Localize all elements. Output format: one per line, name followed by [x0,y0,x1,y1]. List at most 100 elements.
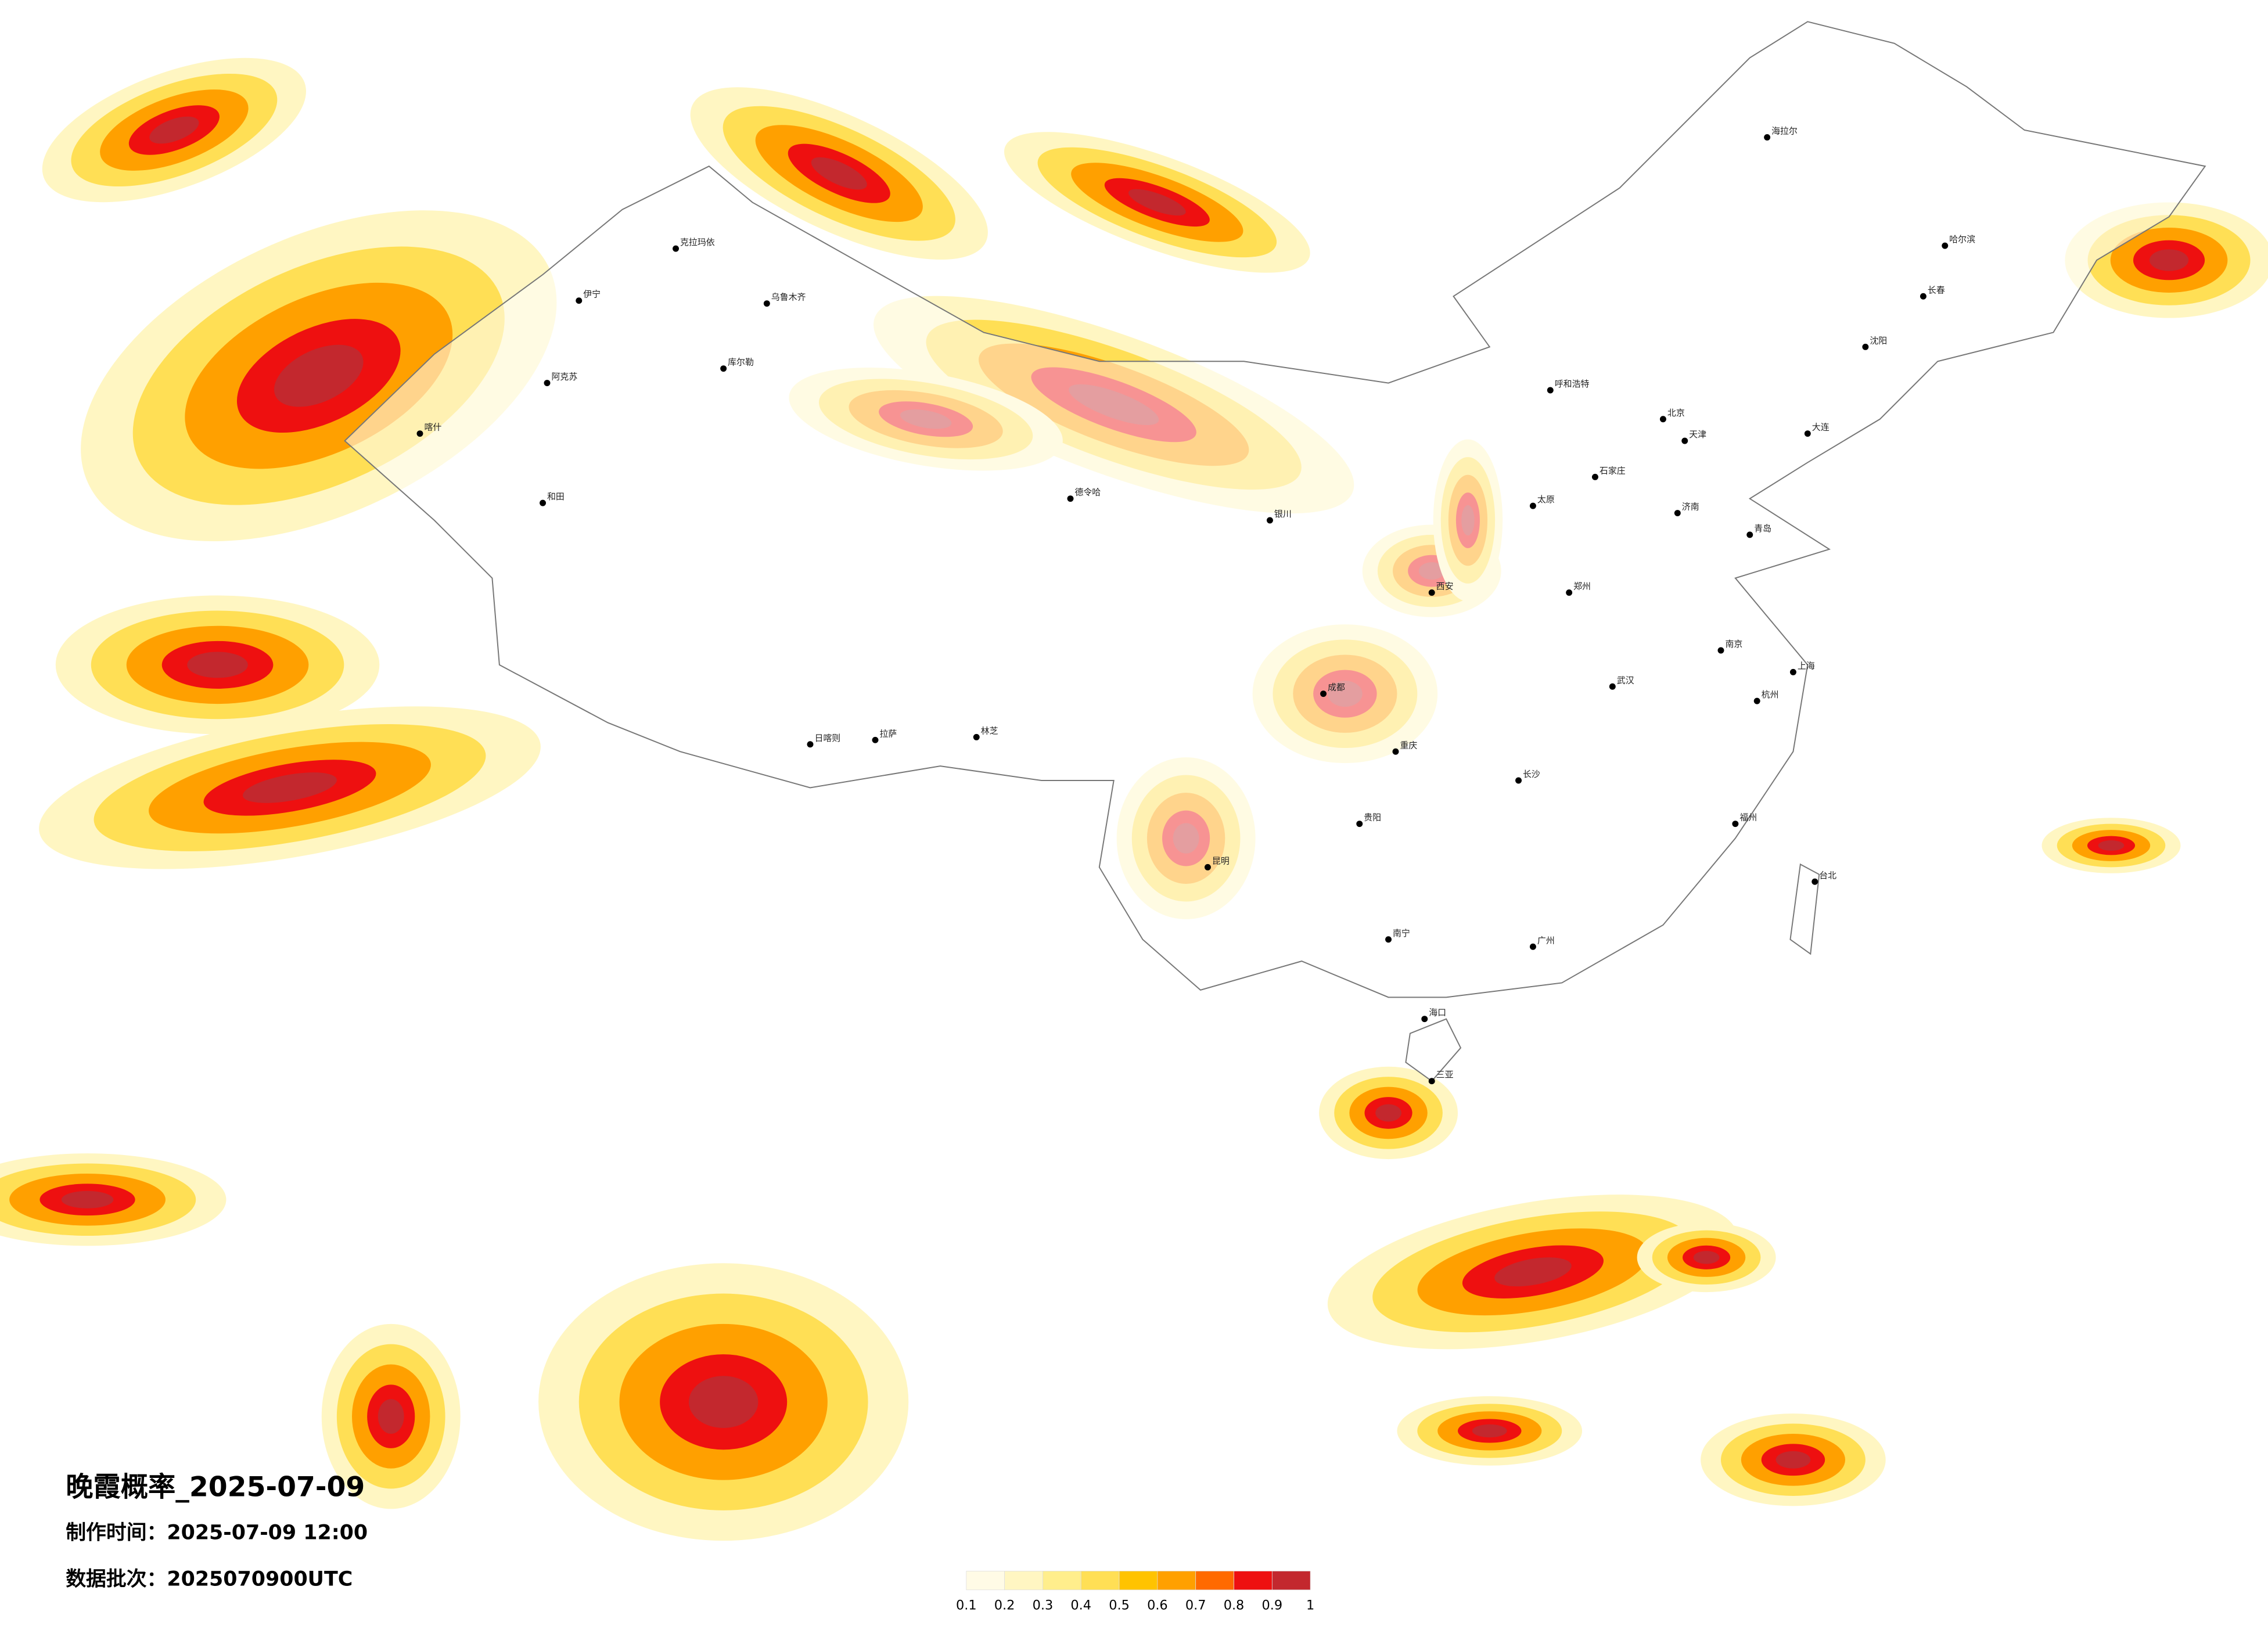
city-label: 石家庄 [1600,465,1626,476]
city-label: 林芝 [981,725,998,736]
legend-swatch [1119,1571,1158,1591]
china-outline [344,21,2206,998]
city-label: 天津 [1689,429,1706,440]
city-label: 日喀则 [814,733,840,743]
city-label: 杭州 [1762,689,1779,700]
city-label: 三亚 [1436,1070,1454,1080]
legend-tick-label: 0.1 [956,1598,977,1613]
city-dot [807,741,814,748]
city-label: 拉萨 [879,728,897,739]
field-patch [1472,1424,1507,1438]
city-dot [1428,589,1435,596]
city-label: 海口 [1429,1008,1446,1018]
field-patch [688,1376,759,1429]
legend: 0.1 0.2 0.3 0.4 0.5 0.6 0.7 0.8 0.9 1 [956,1571,1314,1613]
city-dot [1529,502,1536,509]
city-label: 南宁 [1393,928,1410,938]
city-dot [540,499,547,506]
field-patch [2098,840,2125,851]
city-dot [1753,697,1760,704]
field-patch [811,157,867,190]
legend-swatch [1043,1571,1081,1591]
city-dot [1591,473,1598,480]
city-label: 青岛 [1754,523,1771,534]
city-dot [1204,864,1211,870]
city-dot [872,736,879,743]
city-label: 伊宁 [583,289,601,300]
legend-swatch [1271,1571,1311,1591]
city-dot [1764,134,1771,141]
city-label: 大连 [1812,422,1830,433]
city-label: 北京 [1667,408,1685,418]
city-dot [1547,387,1554,394]
legend-swatch [1157,1571,1196,1591]
legend-swatch [1080,1571,1120,1591]
legend-tick-label: 0.8 [1224,1598,1245,1613]
city-label: 上海 [1798,660,1815,671]
field-patch [61,1190,114,1208]
legend-tick-label: 0.4 [1070,1598,1091,1613]
city-dot [720,365,727,372]
city-label: 德令哈 [1074,487,1101,498]
field-patch [1775,1451,1811,1469]
city-dot [1789,668,1796,675]
city-dot [1266,517,1273,524]
legend-swatch [1195,1571,1234,1591]
map-title: 晚霞概率_2025-07-09 [66,1472,365,1503]
city-dot [1529,943,1536,950]
city-dot [1862,343,1869,350]
legend-tick-label: 0.3 [1033,1598,1054,1613]
city-label: 重庆 [1400,740,1417,750]
legend-tick-label: 0.7 [1185,1598,1206,1613]
legend-tick-label: 0.6 [1147,1598,1168,1613]
city-label: 阿克苏 [551,372,577,382]
city-dot [1732,821,1739,828]
city-dot [1067,495,1074,502]
field-patch [187,652,248,678]
city-label: 昆明 [1212,855,1230,866]
hainan-outline [1405,1018,1462,1082]
city-dot [1421,1016,1428,1023]
city-label: 福州 [1739,812,1757,823]
city-dot [1356,821,1363,828]
city-label: 郑州 [1573,581,1591,591]
legend-swatch [966,1571,1005,1591]
city-label: 广州 [1537,935,1555,945]
field-patch [243,772,337,803]
city-label: 喀什 [424,422,441,433]
field-patch [1494,1257,1572,1287]
city-label: 库尔勒 [728,357,754,368]
city-label: 克拉玛依 [680,237,715,247]
city-label: 长沙 [1523,769,1540,779]
city-dot [1717,647,1724,654]
city-label: 乌鲁木齐 [771,292,806,303]
field-patch [2149,249,2189,271]
city-dot [1746,531,1753,538]
city-label: 武汉 [1617,675,1634,685]
city-label: 沈阳 [1870,335,1887,346]
legend-tick-label: 1 [1306,1598,1314,1613]
city-dot [1515,777,1522,784]
city-dot [1811,878,1818,885]
city-dot [1428,1078,1435,1085]
legend-swatch [1234,1571,1273,1591]
city-label: 西安 [1436,581,1454,591]
city-dot [416,430,423,437]
city-dot [763,300,770,307]
city-label: 呼和浩特 [1555,379,1590,389]
city-label: 哈尔滨 [1949,234,1975,244]
taiwan-outline [1789,863,1820,955]
field-patch [1693,1251,1720,1264]
city-label: 成都 [1328,682,1345,693]
city-label: 贵阳 [1364,812,1381,823]
field-patch [1128,189,1186,216]
legend-tick-label: 0.9 [1262,1598,1283,1613]
field-patch [149,116,199,144]
city-dot [1659,416,1666,423]
city-dot [1804,430,1811,437]
city-dot [1674,510,1681,517]
city-label: 南京 [1725,639,1742,649]
city-dot [1392,748,1399,755]
